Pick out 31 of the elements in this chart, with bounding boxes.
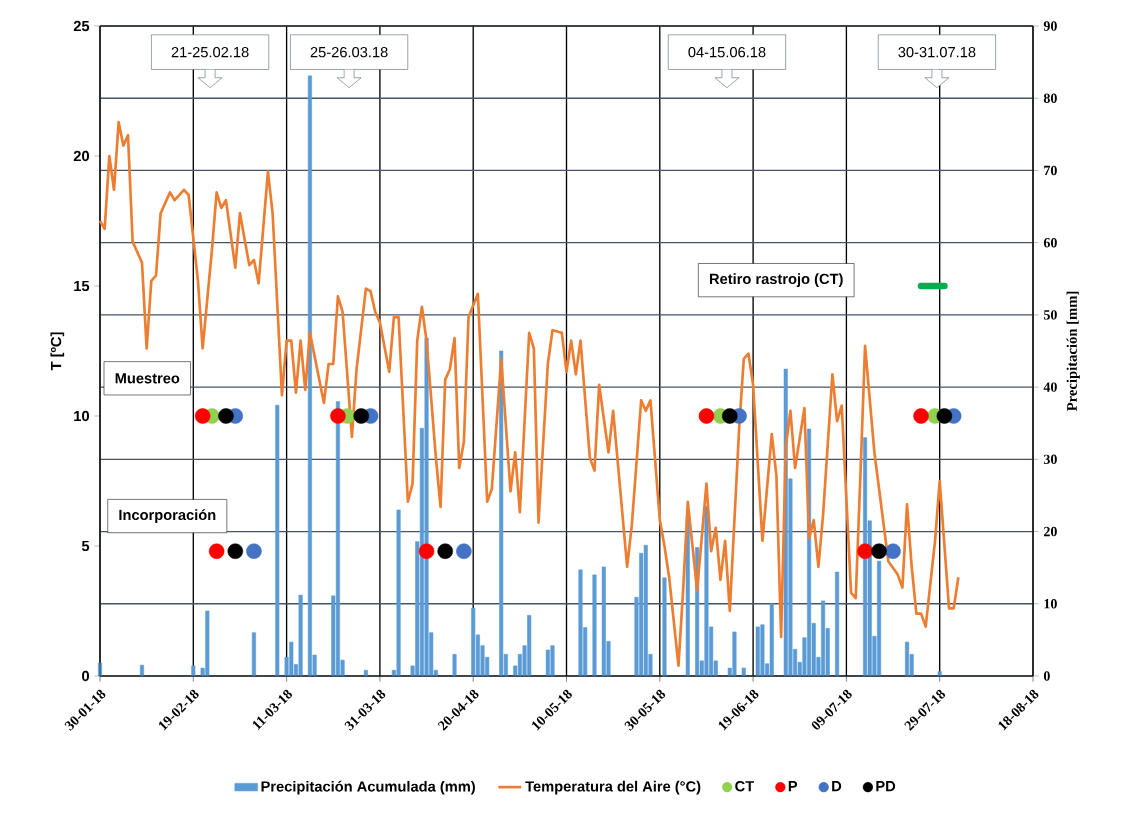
y-tick-label: 15 (74, 280, 90, 292)
y2-tick-label: 0 (1043, 671, 1050, 681)
y-tick-label: 0 (82, 670, 89, 682)
annotation: Incorporación (119, 509, 216, 523)
annotation: 30-31.07.18 (898, 46, 976, 58)
y2-tick-label: 70 (1044, 165, 1057, 176)
legend-label: D (832, 781, 842, 792)
y-tick-label: 20 (73, 150, 89, 162)
legend-label: Temperatura del Aire (°C) (525, 780, 701, 795)
y2-axis-title: Precipitación [mm] (1066, 291, 1080, 412)
y-tick-label: 25 (73, 20, 90, 32)
y2-tick-label: 50 (1043, 310, 1057, 320)
annotation: 25-26.03.18 (310, 46, 388, 58)
y2-tick-label: 10 (1044, 599, 1057, 609)
annotation: 04-15.06.18 (688, 46, 766, 58)
y-axis-title: T [ºC] (50, 332, 65, 371)
y2-tick-label: 90 (1043, 21, 1057, 31)
annotation: Retiro rastrojo (CT) (709, 273, 843, 287)
y-tick-label: 10 (74, 410, 89, 422)
y2-tick-label: 40 (1043, 382, 1057, 392)
y2-tick-label: 30 (1043, 454, 1057, 465)
legend-label: PD (876, 781, 896, 792)
y2-tick-label: 80 (1043, 93, 1057, 103)
y-tick-label: 5 (81, 540, 90, 552)
annotation: Muestreo (115, 373, 180, 384)
legend-label: P (788, 781, 798, 792)
legend-label: CT (735, 781, 755, 792)
legend-label: Precipitación Acumulada (mm) (261, 780, 475, 795)
y2-tick-label: 60 (1043, 237, 1057, 248)
y2-tick-label: 20 (1043, 526, 1057, 537)
annotation: 21-25.02.18 (171, 46, 249, 58)
